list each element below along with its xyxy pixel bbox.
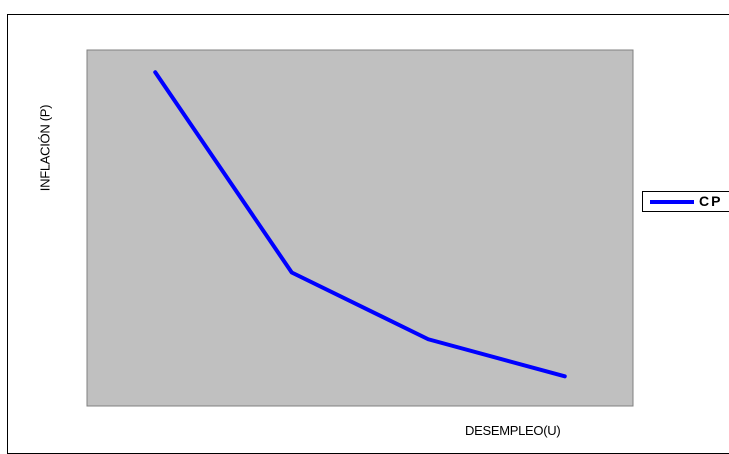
plot-area bbox=[86, 49, 634, 407]
y-axis-label: INFLACIÓN (P) bbox=[37, 104, 53, 192]
series-layer bbox=[153, 70, 567, 379]
legend-label-cp: CP bbox=[699, 193, 723, 209]
legend-swatch-cp bbox=[650, 200, 694, 204]
chart-svg bbox=[86, 49, 634, 407]
x-axis-label: DESEMPLEO(U) bbox=[465, 423, 561, 438]
series-line-cp bbox=[153, 70, 567, 379]
legend: CP bbox=[642, 191, 729, 212]
